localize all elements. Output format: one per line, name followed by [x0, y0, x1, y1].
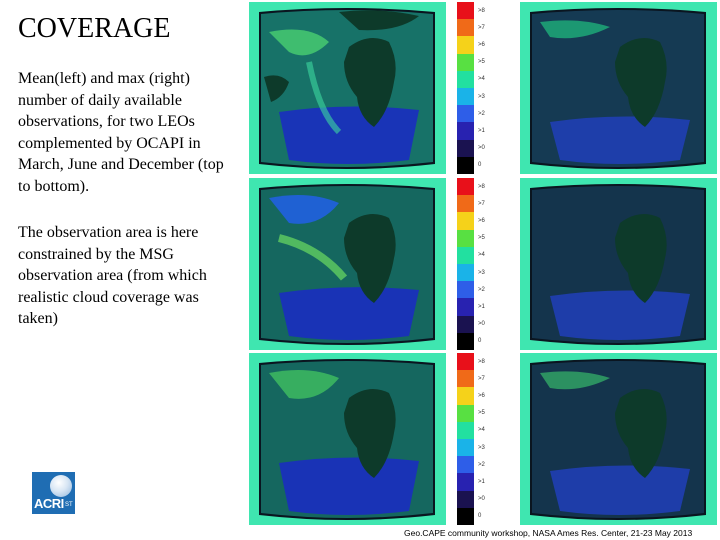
map-june-max [520, 178, 717, 350]
colorbar-june [457, 178, 474, 350]
colorbar-segment [457, 2, 474, 20]
colorbar-segment [457, 332, 474, 350]
colorbar-segment [457, 122, 474, 140]
colorbar-segment [457, 212, 474, 230]
colorbar-tick-label: >7 [478, 375, 485, 382]
colorbar-segment [457, 246, 474, 264]
colorbar-tick-label: >4 [478, 252, 485, 259]
colorbar-tick-label: >1 [478, 304, 485, 310]
colorbar-segment [457, 370, 474, 388]
colorbar-segment [457, 387, 474, 405]
colorbar-segment [457, 353, 474, 371]
colorbar-tick-label: >5 [478, 235, 485, 242]
colorbar-segment [457, 439, 474, 457]
colorbar-segment [457, 178, 474, 196]
colorbar-segment [457, 156, 474, 174]
colorbar-segment [457, 36, 474, 54]
colorbar-tick-label: >6 [478, 393, 485, 399]
colorbar-segment [457, 264, 474, 282]
colorbar-segment [457, 315, 474, 333]
colorbar-tick-label: >3 [478, 93, 485, 100]
colorbar-tick-label: >8 [478, 7, 485, 14]
colorbar-segment [457, 195, 474, 213]
colorbar-tick-label: >2 [478, 110, 485, 117]
colorbar-tick-label: >7 [478, 200, 485, 207]
colorbar-segment [457, 139, 474, 157]
colorbar-tick-label: >0 [478, 496, 485, 503]
colorbar-segment [457, 88, 474, 106]
colorbar-tick-label: >6 [478, 218, 485, 224]
colorbar-march [457, 2, 474, 174]
colorbar-segment [457, 404, 474, 422]
page-title: COVERAGE [18, 13, 171, 44]
colorbar-segment [457, 490, 474, 508]
logo-suffix: ST [65, 502, 73, 508]
map-march-max [520, 2, 717, 174]
colorbar-tick-label: >4 [478, 76, 485, 83]
colorbar-segment [457, 456, 474, 474]
colorbar-segment [457, 298, 474, 316]
colorbar-tick-label: >0 [478, 321, 485, 328]
map-june-mean [249, 178, 446, 350]
colorbar-segment [457, 53, 474, 71]
colorbar-tick-label: >2 [478, 286, 485, 293]
colorbar-segment [457, 70, 474, 88]
colorbar-tick-label: 0 [478, 513, 482, 520]
colorbar-segment [457, 229, 474, 247]
colorbar-tick-label: >3 [478, 444, 485, 451]
colorbar-segment [457, 105, 474, 123]
colorbar-tick-label: >0 [478, 145, 485, 152]
colorbar-tick-label: >2 [478, 461, 485, 468]
colorbar-tick-label: >7 [478, 24, 485, 31]
colorbar-tick-label: >6 [478, 42, 485, 48]
logo-text: ACRI [34, 496, 64, 511]
map-december-mean [249, 353, 446, 525]
map-march-mean [249, 2, 446, 174]
colorbar-segment [457, 421, 474, 439]
description-text: Mean(left) and max (right) number of dai… [18, 70, 224, 195]
acri-logo: ACRI ST [32, 472, 75, 514]
colorbar-december [457, 353, 474, 525]
colorbar-tick-label: >8 [478, 183, 485, 190]
colorbar-segment [457, 507, 474, 525]
globe-icon [50, 475, 72, 497]
colorbar-tick-label: >5 [478, 59, 485, 66]
colorbar-tick-label: >4 [478, 427, 485, 434]
colorbar-tick-label: >5 [478, 410, 485, 417]
footer-text: Geo.CAPE community workshop, NASA Ames R… [404, 528, 693, 538]
colorbar-tick-label: >3 [478, 269, 485, 276]
colorbar-tick-label: >8 [478, 358, 485, 365]
map-december-max [520, 353, 717, 525]
note-text: The observation area is here constrained… [18, 224, 207, 328]
colorbar-tick-label: >1 [478, 128, 485, 134]
colorbar-tick-label: 0 [478, 162, 482, 169]
colorbar-segment [457, 281, 474, 299]
colorbar-tick-label: 0 [478, 338, 482, 345]
colorbar-segment [457, 19, 474, 37]
colorbar-tick-label: >1 [478, 479, 485, 485]
colorbar-segment [457, 473, 474, 491]
